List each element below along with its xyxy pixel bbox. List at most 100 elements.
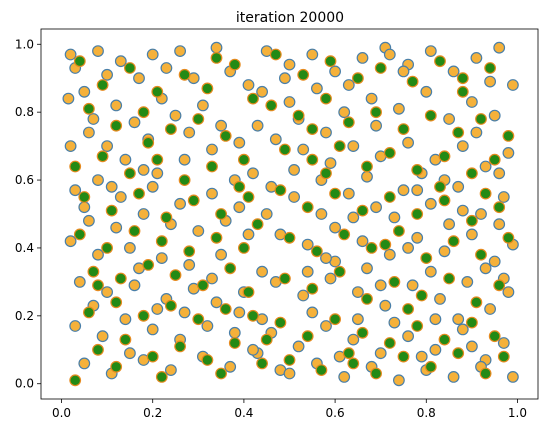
scatter-point-s0-71	[447, 65, 460, 78]
scatter-point-s1-93	[466, 214, 478, 227]
scatter-point-s0-72	[470, 52, 483, 64]
scatter-point-s0-107	[329, 221, 342, 234]
scatter-point-s0-151	[247, 167, 259, 180]
scatter-point-s0-148	[178, 153, 191, 166]
scatter-point-s0-111	[438, 245, 451, 258]
scatter-point-s1-56	[155, 371, 168, 383]
x-tick-label: 0.6	[326, 406, 345, 420]
scatter-point-s1-60	[324, 55, 337, 68]
y-tick-label: 0.6	[15, 173, 34, 187]
scatter-point-s1-41	[110, 296, 123, 309]
scatter-point-s0-73	[493, 41, 506, 54]
scatter-point-s1-106	[333, 265, 346, 278]
scatter-point-s0-127	[320, 320, 332, 332]
scatter-point-s0-154	[233, 306, 246, 319]
scatter-point-s1-63	[406, 75, 419, 88]
scatter-point-s0-11	[128, 116, 141, 129]
scatter-point-s0-192	[493, 167, 506, 180]
scatter-point-s0-175	[470, 126, 483, 139]
scatter-point-s0-130	[402, 330, 415, 343]
scatter-point-s1-122	[283, 354, 296, 366]
scatter-point-s1-109	[415, 289, 428, 302]
scatter-point-s0-202	[301, 265, 314, 278]
scatter-point-s0-141	[447, 371, 460, 383]
scatter-point-s0-41	[101, 286, 113, 299]
scatter-point-s1-17	[178, 174, 191, 187]
scatter-point-s0-179	[342, 79, 355, 91]
scatter-point-s0-168	[151, 303, 164, 315]
scatter-point-s1-88	[329, 187, 342, 200]
scatter-point-s1-58	[269, 48, 282, 61]
scatter-point-s0-53	[228, 326, 241, 339]
scatter-point-s0-52	[201, 320, 214, 332]
scatter-point-s0-23	[146, 180, 159, 193]
scatter-point-s1-40	[82, 306, 95, 319]
scatter-point-s0-77	[311, 82, 323, 95]
scatter-point-s0-199	[456, 204, 469, 217]
scatter-point-s0-185	[306, 306, 319, 319]
scatter-point-s0-48	[96, 330, 109, 343]
scatter-point-s0-146	[119, 153, 132, 166]
scatter-point-s1-14	[96, 150, 109, 163]
scatter-point-s1-145	[402, 303, 415, 315]
x-axis: 0.0 0.2 0.4 0.6 0.8 1.0	[52, 399, 527, 420]
scatter-point-s1-134	[242, 286, 255, 299]
scatter-point-s0-65	[306, 48, 319, 61]
scatter-point-s1-48	[119, 333, 132, 346]
scatter-point-s0-191	[466, 340, 478, 353]
scatter-point-s1-52	[228, 337, 241, 349]
scatter-point-s1-69	[320, 92, 332, 105]
scatter-point-s1-16	[151, 153, 164, 166]
scatter-point-s0-147	[151, 167, 164, 180]
scatter-point-s1-79	[333, 140, 346, 153]
scatter-point-s1-98	[365, 241, 378, 254]
scatter-point-s1-102	[475, 248, 487, 261]
scatter-point-s1-114	[301, 330, 314, 343]
scatter-point-s1-18	[206, 160, 218, 173]
scatter-point-s0-145	[87, 113, 100, 125]
scatter-point-s0-181	[397, 65, 410, 78]
scatter-point-s1-96	[311, 245, 323, 258]
scatter-point-s1-50	[174, 340, 187, 353]
scatter-point-s1-138	[92, 279, 104, 292]
scatter-point-s0-55	[78, 357, 91, 370]
scatter-point-s1-86	[274, 184, 287, 197]
scatter-point-s1-127	[424, 360, 437, 373]
y-tick-label: 0.0	[15, 377, 34, 391]
scatter-point-s1-19	[233, 180, 246, 193]
scatter-point-s1-87	[301, 201, 314, 214]
scatter-point-s1-43	[164, 299, 177, 312]
scatter-point-s1-85	[488, 153, 501, 166]
scatter-point-s1-91	[411, 208, 424, 220]
scatter-point-s0-200	[484, 75, 497, 88]
scatter-point-s1-97	[338, 228, 351, 241]
scatter-point-s1-68	[292, 109, 305, 122]
scatter-point-s0-118	[352, 286, 364, 299]
scatter-point-s1-9	[137, 106, 150, 119]
scatter-point-s0-117	[324, 272, 337, 285]
scatter-point-s1-142	[347, 357, 360, 370]
scatter-point-s0-153	[256, 265, 269, 278]
scatter-point-s0-129	[374, 347, 387, 360]
scatter-point-s0-47	[69, 320, 82, 332]
scatter-point-s0-87	[320, 126, 332, 139]
scatter-point-s1-66	[484, 62, 497, 74]
scatter-point-s1-146	[479, 187, 492, 200]
scatter-point-s0-45	[210, 296, 223, 309]
y-axis: 0.0 0.2 0.4 0.6 0.8 1.0	[15, 37, 41, 391]
scatter-point-s0-193	[288, 163, 301, 176]
x-tick-label: 1.0	[508, 406, 527, 420]
scatter-point-s1-24	[187, 194, 200, 207]
scatter-point-s1-59	[297, 68, 310, 81]
x-tick-label: 0.8	[417, 406, 436, 420]
scatter-point-s0-12	[82, 126, 95, 139]
scatter-point-s1-83	[438, 150, 451, 163]
scatter-point-s0-167	[123, 347, 136, 360]
scatter-point-s1-37	[169, 269, 182, 282]
scatter-point-s0-90	[402, 136, 415, 149]
scatter-point-s0-70	[424, 45, 437, 57]
scatter-point-s0-205	[324, 157, 337, 170]
scatter-point-s1-144	[306, 123, 319, 136]
scatter-point-s0-162	[105, 180, 118, 193]
scatter-point-s0-82	[443, 113, 456, 125]
